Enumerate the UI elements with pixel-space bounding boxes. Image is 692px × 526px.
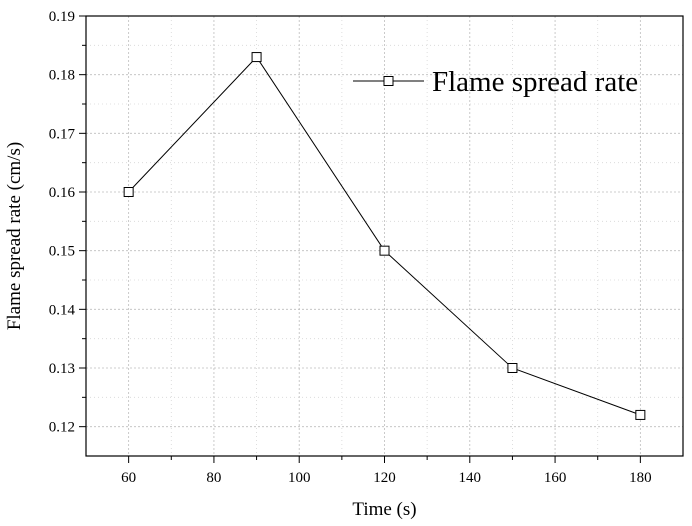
y-tick-label: 0.16: [49, 185, 76, 201]
legend-marker: [384, 77, 393, 86]
data-point: [252, 53, 261, 62]
data-point: [508, 364, 517, 373]
y-axis-title: Flame spread rate (cm/s): [4, 142, 25, 330]
y-tick-label: 0.19: [49, 9, 75, 25]
y-tick-label: 0.13: [49, 361, 75, 377]
data-point: [124, 188, 133, 197]
data-point: [380, 246, 389, 255]
data-point: [636, 410, 645, 419]
x-tick-label: 120: [373, 470, 396, 486]
legend-label: Flame spread rate: [432, 66, 638, 98]
x-tick-label: 60: [121, 470, 136, 486]
y-tick-label: 0.17: [49, 126, 76, 142]
y-tick-label: 0.18: [49, 68, 75, 84]
x-tick-label: 140: [459, 470, 482, 486]
x-tick-label: 160: [544, 470, 567, 486]
y-tick-label: 0.14: [49, 302, 76, 318]
x-tick-label: 80: [206, 470, 221, 486]
x-axis-title: Time (s): [352, 499, 416, 520]
y-tick-label: 0.12: [49, 420, 75, 436]
x-tick-label: 180: [629, 470, 652, 486]
y-tick-label: 0.15: [49, 244, 75, 260]
x-tick-label: 100: [288, 470, 311, 486]
